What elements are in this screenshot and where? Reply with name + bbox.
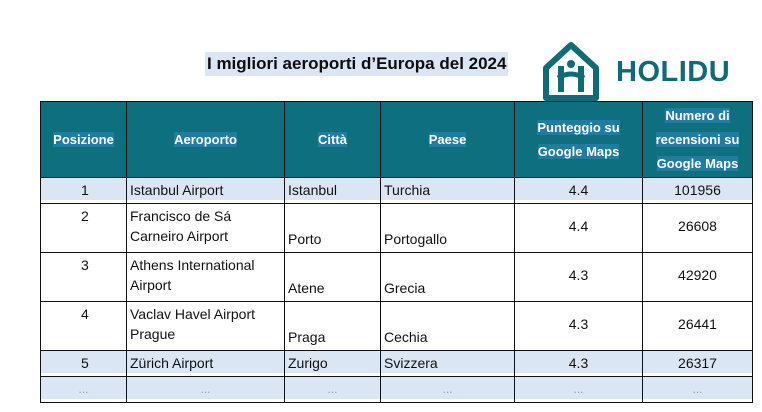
- cell-posizione: 3: [81, 257, 89, 273]
- table-row: ... ... ... ... ... ...: [40, 376, 753, 403]
- cell-recensioni: 26441: [678, 316, 717, 332]
- cell-aeroporto: Zürich Airport: [127, 351, 284, 373]
- header-recensioni: Numero di recensioni su Google Maps: [642, 101, 753, 178]
- cell-recensioni: 42920: [678, 267, 717, 283]
- header-paese: Paese: [380, 101, 515, 178]
- cell-recensioni: 26317: [643, 351, 752, 373]
- cell-aeroporto: Francisco de Sá Carneiro Airport: [130, 208, 232, 244]
- house-icon: [543, 42, 599, 101]
- table-row: 1 Istanbul Airport Istanbul Turchia 4.4 …: [40, 177, 753, 204]
- table-row: 3 Athens International Airport Atene Gre…: [40, 252, 753, 302]
- cell-posizione: ...: [41, 377, 126, 399]
- cell-paese: ...: [381, 377, 514, 399]
- cell-punteggio: 4.4: [568, 218, 589, 234]
- cell-posizione: 1: [41, 178, 126, 200]
- cell-aeroporto: Istanbul Airport: [127, 178, 284, 200]
- cell-citta: ...: [285, 377, 380, 399]
- cell-citta: Atene: [288, 280, 325, 296]
- airports-table: Posizione Aeroporto Città Paese Punteggi…: [40, 101, 753, 403]
- cell-citta: Porto: [288, 231, 322, 247]
- cell-punteggio: ...: [515, 377, 642, 399]
- cell-paese: Svizzera: [381, 351, 514, 373]
- header-aeroporto: Aeroporto: [126, 101, 285, 178]
- table-header-row: Posizione Aeroporto Città Paese Punteggi…: [40, 101, 753, 178]
- cell-paese: Cechia: [384, 329, 428, 345]
- cell-recensioni: 26608: [678, 218, 717, 234]
- cell-citta: Zurigo: [285, 351, 380, 373]
- logo-wordmark: HOLIDU: [616, 56, 731, 88]
- cell-citta: Istanbul: [285, 178, 380, 200]
- table-row: 5 Zürich Airport Zurigo Svizzera 4.3 263…: [40, 350, 753, 377]
- header-citta: Città: [284, 101, 381, 178]
- cell-paese: Turchia: [381, 178, 514, 200]
- cell-aeroporto: ...: [127, 377, 284, 399]
- holidu-logo: HOLIDU: [540, 40, 760, 102]
- page-title: I migliori aeroporti d’Europa del 2024: [205, 52, 509, 76]
- cell-aeroporto: Vaclav Havel Airport Prague: [130, 306, 256, 342]
- cell-paese: Portogallo: [384, 231, 448, 247]
- header-punteggio: Punteggio su Google Maps: [514, 101, 643, 178]
- cell-posizione: 5: [41, 351, 126, 373]
- cell-punteggio: 4.3: [568, 316, 589, 332]
- header-posizione: Posizione: [40, 101, 127, 178]
- cell-recensioni: 101956: [643, 178, 752, 200]
- cell-aeroporto: Athens International Airport: [130, 257, 255, 293]
- cell-citta: Praga: [288, 329, 326, 345]
- cell-punteggio: 4.3: [568, 267, 589, 283]
- cell-posizione: 4: [81, 306, 89, 322]
- table-row: 4 Vaclav Havel Airport Prague Praga Cech…: [40, 301, 753, 351]
- cell-punteggio: 4.3: [515, 351, 642, 373]
- cell-paese: Grecia: [384, 280, 426, 296]
- cell-posizione: 2: [81, 208, 89, 224]
- cell-recensioni: ...: [643, 377, 752, 399]
- table-row: 2 Francisco de Sá Carneiro Airport Porto…: [40, 203, 753, 253]
- cell-punteggio: 4.4: [515, 178, 642, 200]
